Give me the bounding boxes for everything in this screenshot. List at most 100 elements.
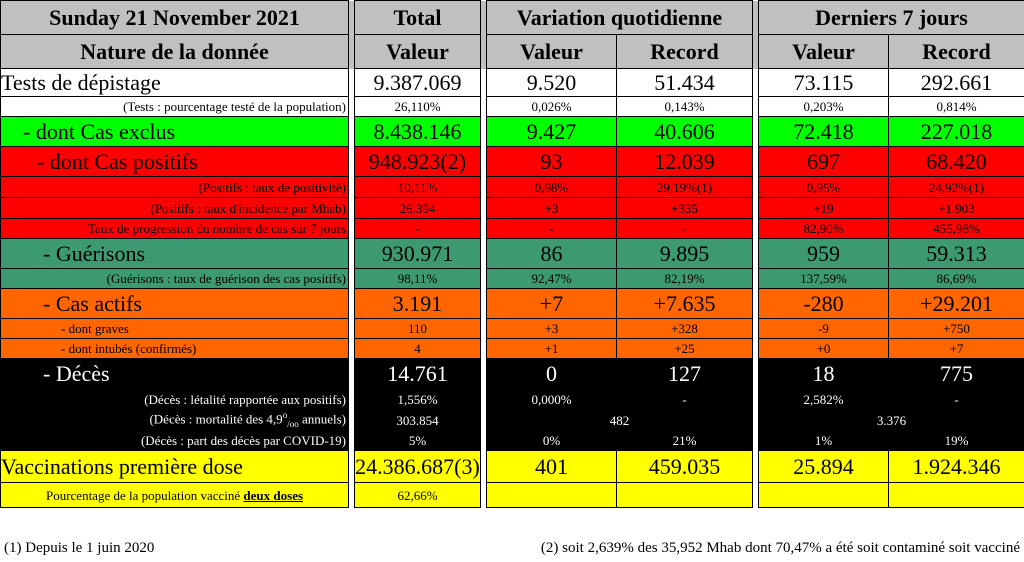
cell-week-record: +7	[888, 338, 1024, 359]
daily-record-header: Record	[616, 34, 753, 69]
week-valeur-header: Valeur	[758, 34, 889, 69]
cell-week-record: 59.313	[888, 238, 1024, 269]
cell-daily-record: -	[616, 388, 753, 410]
row-label: (Décès : part des décès par COVID-19)	[0, 430, 349, 451]
cell-week-value: +0	[758, 338, 889, 359]
cell-daily-record: 12.039	[616, 146, 753, 177]
week-record-header: Record	[888, 34, 1024, 69]
cell-total: 110	[354, 318, 481, 339]
cell-daily-record: 127	[616, 358, 753, 389]
cell-daily-value	[486, 482, 617, 508]
row-tests-pct: (Tests : pourcentage testé de la populat…	[0, 96, 1024, 117]
cell-total: 303.854	[354, 409, 481, 431]
footnote-2: (2) soit 2,639% des 35,952 Mhab dont 70,…	[540, 540, 1020, 556]
cell-daily-record: +25	[616, 338, 753, 359]
cell-week-record: 19%	[888, 430, 1024, 451]
cell-week-value: 2,582%	[758, 388, 889, 410]
cell-daily-value: +3	[486, 318, 617, 339]
cell-total: 930.971	[354, 238, 481, 269]
cell-week-record: 68.420	[888, 146, 1024, 177]
cell-week-value: 0,95%	[758, 176, 889, 198]
row-label: Pourcentage de la population vacciné deu…	[0, 482, 349, 508]
cell-total: 26,110%	[354, 96, 481, 117]
row-dec-mortalite: (Décès : mortalité des 4,9o/oo annuels) …	[0, 409, 1024, 431]
cell-week-value: 1%	[758, 430, 889, 451]
cell-daily-value: 0	[486, 358, 617, 389]
cell-daily-value: 401	[486, 450, 617, 483]
cell-daily-record: 51.434	[616, 68, 753, 97]
cell-week-record: 0,814%	[888, 96, 1024, 117]
row-label: - Décès	[0, 358, 349, 389]
cell-week-record: +750	[888, 318, 1024, 339]
nature-header: Nature de la donnée	[0, 34, 349, 69]
cell-daily-value: 0,000%	[486, 388, 617, 410]
cell-total: 5%	[354, 430, 481, 451]
total-header: Total	[354, 0, 481, 35]
cell-week-record: 24,92%(1)	[888, 176, 1024, 198]
cell-daily-value: 0%	[486, 430, 617, 451]
cell-week-value: +19	[758, 197, 889, 219]
cell-total: 1,556%	[354, 388, 481, 410]
row-label: (Décès : létalité rapportée aux positifs…	[0, 388, 349, 410]
cell-daily-record: +335	[616, 197, 753, 219]
cell-total: 24.386.687(3)	[354, 450, 481, 483]
cell-week-value: 73.115	[758, 68, 889, 97]
row-label: - Guérisons	[0, 238, 349, 269]
cell-week-merged: 3.376	[758, 409, 1024, 431]
footnote-1: (1) Depuis le 1 juin 2020	[4, 540, 155, 556]
cell-week-value: 0,203%	[758, 96, 889, 117]
row-pos-progression: Taux de progression du nombre de cas sur…	[0, 218, 1024, 239]
row-label: - dont Cas exclus	[0, 116, 349, 147]
cell-week-value: 959	[758, 238, 889, 269]
cell-daily-value: -	[486, 218, 617, 239]
cell-daily-record: +7.635	[616, 288, 753, 319]
row-positifs: - dont Cas positifs 948.923(2) 93 12.039…	[0, 146, 1024, 177]
row-vacc-pct: Pourcentage de la population vacciné deu…	[0, 482, 1024, 508]
row-label: (Positifs : taux de positivité)	[0, 176, 349, 198]
cell-week-value: 72.418	[758, 116, 889, 147]
row-label: Vaccinations première dose	[0, 450, 349, 483]
cell-daily-record	[616, 482, 753, 508]
cell-week-record: 86,69%	[888, 268, 1024, 289]
covid-stats-table: Sunday 21 November 2021 Total Variation …	[0, 0, 1024, 508]
cell-daily-value: 9.520	[486, 68, 617, 97]
cell-daily-value: 93	[486, 146, 617, 177]
cell-week-value: 697	[758, 146, 889, 177]
cell-total: 10,11%	[354, 176, 481, 198]
row-pos-incidence: (Positifs : taux d'incidence par Mhab) 2…	[0, 197, 1024, 219]
cell-total: 3.191	[354, 288, 481, 319]
cell-daily-record: -	[616, 218, 753, 239]
cell-daily-record: 82,19%	[616, 268, 753, 289]
cell-total: 98,11%	[354, 268, 481, 289]
cell-daily-value: 9.427	[486, 116, 617, 147]
cell-week-record: 227.018	[888, 116, 1024, 147]
row-intubes: - dont intubés (confirmés) 4 +1 +25 +0 +…	[0, 338, 1024, 359]
header-row-2: Nature de la donnée Valeur Valeur Record…	[0, 34, 1024, 69]
cell-week-record: 455,98%	[888, 218, 1024, 239]
cell-total: 9.387.069	[354, 68, 481, 97]
row-exclus: - dont Cas exclus 8.438.146 9.427 40.606…	[0, 116, 1024, 147]
row-guer-taux: (Guérisons : taux de guérison des cas po…	[0, 268, 1024, 289]
row-deces: - Décès 14.761 0 127 18 775	[0, 358, 1024, 389]
variation-header: Variation quotidienne	[486, 0, 753, 35]
row-label: - dont graves	[0, 318, 349, 339]
cell-week-value: 25.894	[758, 450, 889, 483]
cell-week-value: 18	[758, 358, 889, 389]
cell-total: 8.438.146	[354, 116, 481, 147]
cell-total: 26.394	[354, 197, 481, 219]
cell-week-record: 775	[888, 358, 1024, 389]
cell-daily-record: 9.895	[616, 238, 753, 269]
cell-total: 4	[354, 338, 481, 359]
row-graves: - dont graves 110 +3 +328 -9 +750	[0, 318, 1024, 339]
row-label: Taux de progression du nombre de cas sur…	[0, 218, 349, 239]
cell-daily-value: +7	[486, 288, 617, 319]
cell-week-record: 1.924.346	[888, 450, 1024, 483]
cell-daily-record: 459.035	[616, 450, 753, 483]
row-pos-taux: (Positifs : taux de positivité) 10,11% 0…	[0, 176, 1024, 198]
row-label: - Cas actifs	[0, 288, 349, 319]
cell-total: -	[354, 218, 481, 239]
row-label: - dont intubés (confirmés)	[0, 338, 349, 359]
cell-week-value: -9	[758, 318, 889, 339]
cell-total: 62,66%	[354, 482, 481, 508]
